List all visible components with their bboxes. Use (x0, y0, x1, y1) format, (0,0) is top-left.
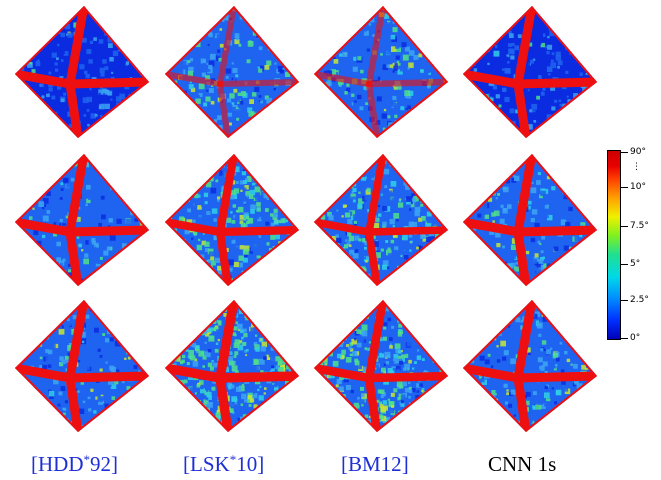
column-label-bm12: [BM12] (341, 452, 409, 476)
column-label-hdd92: [HDD*92] (31, 452, 118, 476)
colorbar-tick (620, 338, 628, 339)
octahedron-panel (15, 300, 149, 432)
octahedron-panel (165, 154, 299, 286)
octahedron-body (314, 300, 448, 432)
colorbar-label-7-5: 7.5° (630, 221, 649, 231)
column-label-lsk10: [LSK*10] (183, 452, 265, 476)
colorbar-dots: ⋮ (632, 162, 641, 172)
sharp-edges (165, 154, 299, 286)
colorbar-label-2-5: 2.5° (630, 295, 649, 305)
octahedron-panel (15, 154, 149, 286)
colorbar-tick (620, 226, 628, 227)
octahedron-body (15, 154, 149, 286)
column-label-cnn1s: CNN 1s (488, 452, 557, 476)
octahedron-grid (15, 6, 597, 432)
octahedron-body (15, 300, 149, 432)
octahedron-panel (165, 6, 299, 138)
octahedron-panel (15, 6, 149, 138)
octahedron-panel (314, 6, 448, 138)
octahedron-panel (314, 300, 448, 432)
colorbar-label-5: 5° (630, 259, 641, 269)
colorbar-tick (620, 187, 628, 188)
colorbar-tick (620, 300, 628, 301)
octahedron-body (314, 154, 448, 286)
colorbar-tick (620, 152, 628, 153)
colorbar-label-0: 0° (630, 333, 641, 343)
octahedron-body (165, 6, 299, 138)
octahedron-panel (463, 6, 597, 138)
colorbar-tick (620, 264, 628, 265)
colorbar-label-90: 90° (630, 147, 646, 157)
octahedron-panel (314, 154, 448, 286)
octahedron-panel (463, 154, 597, 286)
octahedron-panel (463, 300, 597, 432)
colorbar-label-10: 10° (630, 182, 646, 192)
octahedron-panel (165, 300, 299, 432)
colorbar (607, 150, 621, 340)
octahedron-body (463, 154, 597, 286)
